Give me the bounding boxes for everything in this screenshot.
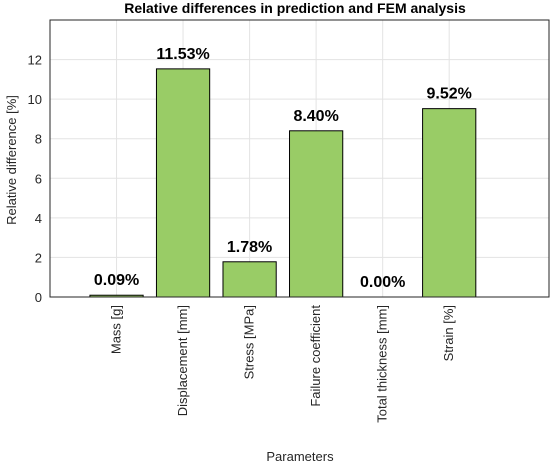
x-axis-label: Parameters [266,449,334,464]
value-label: 9.52% [427,86,472,103]
value-label: 8.40% [293,108,338,125]
x-tick-label: Displacement [mm] [175,305,190,416]
y-tick-label: 10 [28,92,42,107]
bar [222,261,277,298]
y-tick-label: 6 [35,171,42,186]
y-tick-label: 2 [35,250,42,265]
x-tick-label: Mass [g] [109,305,124,354]
value-label: 0.00% [360,274,405,291]
value-label: 0.09% [94,272,139,289]
x-tick-label: Stress [MPa] [242,305,257,379]
y-tick-label: 12 [28,53,42,68]
bar [422,108,477,298]
y-tick-label: 4 [35,211,42,226]
value-label: 11.53% [156,46,209,63]
x-tick-label: Total thickness [mm] [375,305,390,423]
y-tick-label: 0 [35,290,42,305]
value-label: 1.78% [227,239,272,256]
x-tick-label: Failure coefficient [308,305,323,407]
chart-title: Relative differences in prediction and F… [124,0,466,16]
y-axis-label: Relative difference [%] [4,95,19,225]
x-tick-label: Strain [%] [441,305,456,361]
axes-frame [49,19,550,298]
bar [289,130,344,298]
bar [155,68,211,298]
y-tick-label: 8 [35,132,42,147]
